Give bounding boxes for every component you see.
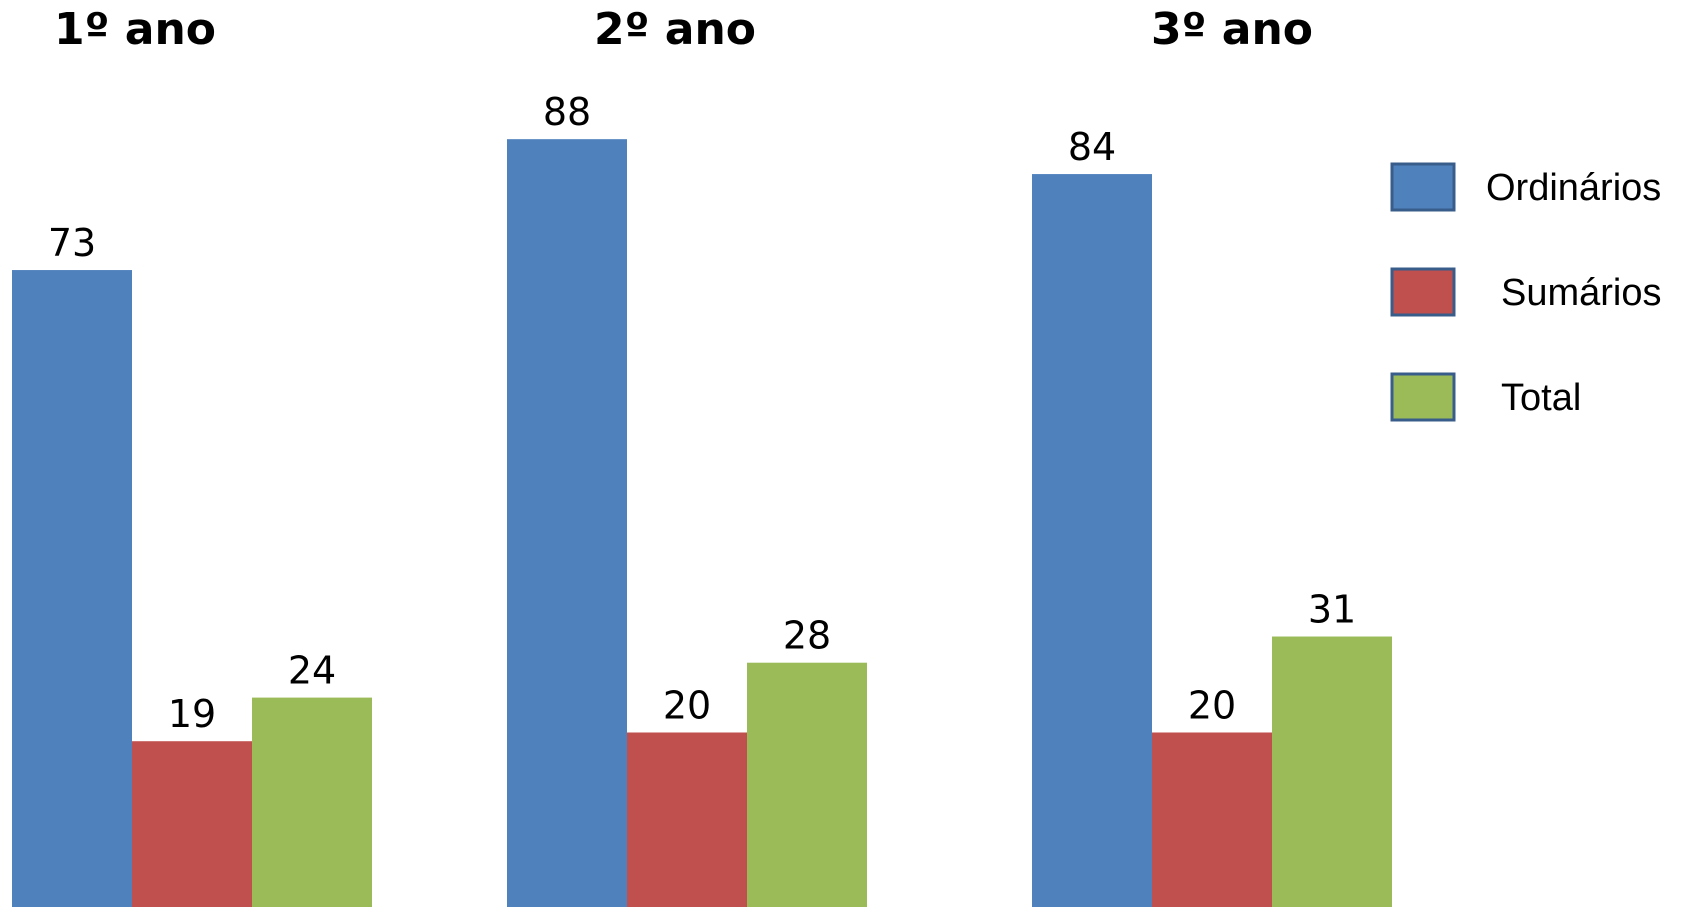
legend-label-1: Ordinários [1486,167,1661,209]
bar-2-3 [1152,732,1272,907]
legend-swatch-2 [1390,267,1456,317]
data-label-2-1: 19 [168,692,216,736]
bar-1-3 [1032,174,1152,907]
bar-2-2 [627,732,747,907]
legend-swatch-3 [1390,372,1456,422]
data-label-1-2: 88 [543,90,591,134]
legend-label-2: Sumários [1501,272,1662,314]
data-label-1-1: 73 [48,221,96,265]
category-label-1: 1º ano [54,4,216,55]
data-label-1-3: 84 [1068,125,1116,169]
bar-3-2 [747,662,867,907]
category-label-3: 3º ano [1151,4,1313,55]
bar-3-1 [252,697,372,907]
data-label-2-3: 20 [1188,683,1236,727]
bar-1-1 [12,270,132,907]
bars [12,139,1392,907]
bar-1-2 [507,139,627,907]
bar-2-1 [132,741,252,907]
category-label-2: 2º ano [594,4,756,55]
data-label-2-2: 20 [663,683,711,727]
data-label-3-1: 24 [288,649,336,693]
legend-swatch-1 [1390,162,1456,212]
legend-label-3: Total [1501,377,1581,419]
data-label-3-2: 28 [783,614,831,658]
data-label-3-3: 31 [1308,588,1356,632]
category-labels: 1º ano 2º ano 3º ano [54,4,1313,55]
data-labels: 73 19 24 88 20 28 84 20 31 [48,90,1356,736]
bar-3-3 [1272,636,1392,907]
legend: Ordinários Sumários Total [1390,162,1662,422]
